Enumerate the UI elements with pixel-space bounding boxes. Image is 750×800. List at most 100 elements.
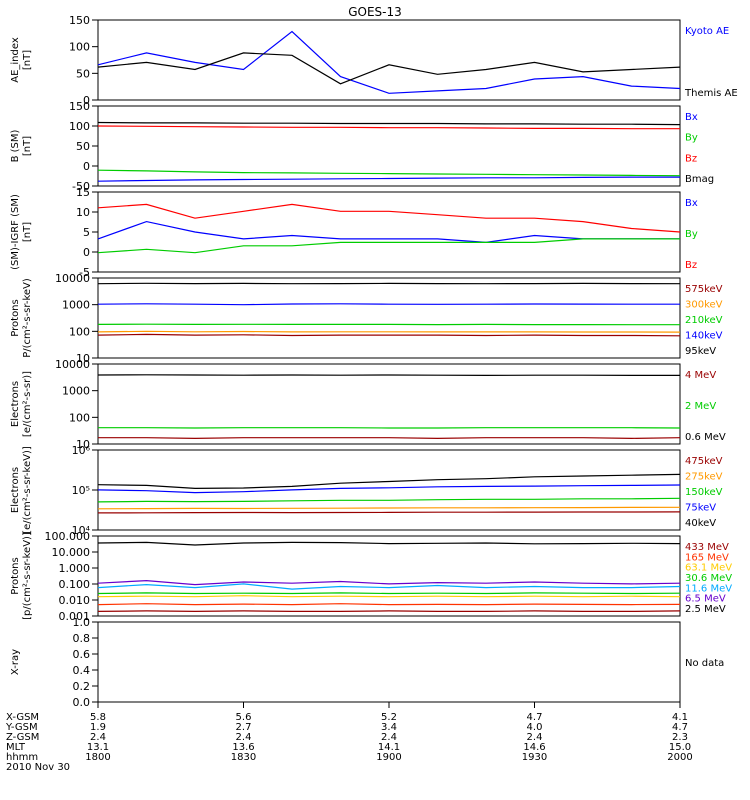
bottom-cell-0-2: 2.4	[90, 732, 106, 743]
panel-4-legend-0: 4 MeV	[685, 370, 716, 381]
panel-6-ylabel: Protons[p/(cm²-s-sr-keV)]	[10, 532, 33, 620]
panel-3-legend-2: 210keV	[685, 315, 723, 326]
panel-6-ytick-label: 1.000	[59, 562, 91, 575]
panel-4-ylabel: Electrons[e/(cm²-s-sr)]	[10, 371, 33, 437]
panel-7-ytick-label: 0.0	[73, 696, 91, 709]
bottom-cell-2-0: 5.2	[381, 712, 397, 723]
panel-7-ytick-label: 1.0	[73, 616, 91, 629]
panel-2-series-1	[97, 238, 680, 254]
panel-5-ytick-label: 10⁶	[72, 444, 91, 457]
panel-1-series-0	[97, 176, 680, 182]
bottom-row-label-2: Z-GSM	[6, 732, 39, 743]
bottom-cell-1-2: 2.4	[236, 732, 252, 743]
panel-2-ytick-label: 10	[76, 206, 90, 219]
panel-6-legend-4: 11.6 MeV	[685, 583, 732, 594]
panel-3-ytick-label: 10000	[55, 272, 90, 285]
panel-4-ytick-label: 100	[69, 411, 90, 424]
bottom-cell-3-3: 14.6	[523, 742, 545, 753]
panel-6-ytick-label: 0.010	[59, 594, 91, 607]
panel-1-ylabel: B (SM)[nT]	[10, 129, 33, 162]
panel-5-legend-0: 475keV	[685, 456, 723, 467]
panel-7-note: No data	[685, 658, 724, 669]
panel-2-ytick-label: 15	[76, 186, 90, 199]
bottom-cell-0-3: 13.1	[87, 742, 109, 753]
panel-3-series-2	[97, 323, 680, 326]
bottom-cell-1-3: 13.6	[232, 742, 254, 753]
panel-1-legend-1: By	[685, 133, 698, 144]
panel-2-legend-0: Bx	[685, 198, 698, 209]
panel-5-legend-2: 150keV	[685, 487, 723, 498]
bottom-row-label-0: X-GSM	[6, 712, 39, 723]
panel-2-ytick-label: 0	[83, 246, 90, 259]
panel-5-ylabel: Electrons[e/(cm²-s-sr-keV)]	[10, 446, 33, 534]
panel-1-ytick-label: 50	[76, 140, 90, 153]
bottom-cell-4-3: 15.0	[669, 742, 691, 753]
panel-1-series-3	[97, 121, 681, 126]
panel-7-ylabel: X-ray	[10, 649, 21, 675]
date-label: 2010 Nov 30	[6, 762, 70, 773]
panel-4-series-0	[98, 437, 681, 440]
bottom-cell-1-4: 1830	[231, 752, 256, 763]
panel-5-frame	[97, 449, 681, 531]
panel-7-ytick-label: 0.4	[73, 664, 91, 677]
panel-5-series-0	[97, 511, 681, 514]
panel-7-ytick-label: 0.2	[73, 680, 91, 693]
panel-0-ytick-label: 150	[69, 14, 90, 27]
panel-6-series-1	[97, 603, 681, 606]
panel-6-legend-5: 6.5 MeV	[685, 594, 726, 605]
panel-6-series-5	[97, 579, 681, 586]
bottom-cell-2-3: 14.1	[378, 742, 400, 753]
panel-2-series-2	[97, 203, 681, 233]
bottom-cell-1-1: 2.7	[236, 722, 252, 733]
panel-2-ytick-label: 5	[83, 226, 90, 239]
panel-4-legend-1: 2 MeV	[685, 401, 716, 412]
panel-0-legend-1: Themis AE	[684, 88, 738, 99]
bottom-row-label-1: Y-GSM	[5, 722, 38, 733]
bottom-cell-3-1: 4.0	[527, 722, 543, 733]
panel-6-legend-3: 30.6 MeV	[685, 573, 732, 584]
panel-0-legend-0: Kyoto AE	[685, 26, 729, 37]
panel-5-legend-4: 40keV	[685, 518, 716, 529]
panel-7-ytick-label: 0.8	[73, 632, 91, 645]
panel-1-ytick-label: 150	[69, 100, 90, 113]
panel-5-series-2	[97, 497, 681, 503]
bottom-cell-0-4: 1800	[85, 752, 110, 763]
panel-6-frame	[97, 535, 681, 617]
panel-6-legend-2: 63.1 MeV	[685, 563, 732, 574]
panel-1-ytick-label: 100	[69, 120, 90, 133]
panel-5-series-1	[97, 506, 681, 510]
bottom-cell-3-0: 4.7	[527, 712, 543, 723]
panel-1-series-2	[97, 125, 680, 130]
panel-5-series-3	[97, 484, 681, 494]
panel-1-legend-0: Bx	[685, 112, 698, 123]
panel-3-ytick-label: 100	[69, 325, 90, 338]
panel-6-ytick-label: 100.000	[45, 530, 91, 543]
panel-2-legend-1: By	[685, 229, 698, 240]
panel-1-legend-2: Bz	[685, 153, 697, 164]
panel-4-legend-2: 0.6 MeV	[685, 432, 726, 443]
panel-1-series-1	[97, 169, 681, 177]
panel-4-frame	[97, 363, 681, 445]
panel-0-ytick-label: 0	[83, 94, 90, 107]
bottom-cell-4-0: 4.1	[672, 712, 688, 723]
panel-6-ytick-label: 0.100	[59, 578, 91, 591]
panel-6-ytick-label: 10.000	[52, 546, 91, 559]
panel-6-series-0	[97, 610, 681, 613]
panel-3-ytick-label: 10	[76, 352, 90, 365]
bottom-cell-4-4: 2000	[667, 752, 692, 763]
panel-0-ylabel: AE_index[nT]	[10, 37, 33, 83]
panel-4-ytick-label: 1000	[62, 385, 90, 398]
panel-3-series-3	[97, 303, 680, 306]
panel-3-ylabel: ProtonsP/(cm²-s-sr-keV)	[10, 278, 33, 358]
bottom-row-label-3: MLT	[6, 742, 26, 753]
panel-1-ytick-label: 0	[83, 160, 90, 173]
panel-7-ytick-label: 0.6	[73, 648, 91, 661]
bottom-cell-2-2: 2.4	[381, 732, 397, 743]
panel-6-legend-6: 2.5 MeV	[685, 604, 726, 615]
panel-6-series-3	[97, 592, 681, 595]
bottom-cell-2-1: 3.4	[381, 722, 397, 733]
bottom-cell-3-2: 2.4	[527, 732, 543, 743]
panel-7-frame	[97, 621, 681, 703]
panel-3-legend-4: 95keV	[685, 346, 716, 357]
